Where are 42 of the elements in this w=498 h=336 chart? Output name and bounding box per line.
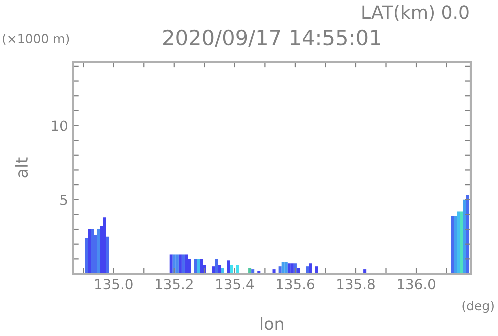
chart-title: 2020/09/17 14:55:01	[164, 30, 380, 48]
y-tick-label: 10	[52, 120, 68, 132]
y-axis-title: alt	[15, 158, 28, 178]
bar	[103, 218, 106, 274]
bar	[91, 230, 94, 274]
x-tick-label: 136.0	[398, 279, 436, 290]
bar	[282, 262, 285, 274]
bar	[194, 259, 198, 274]
bar	[172, 254, 176, 274]
bar	[215, 259, 218, 274]
text: (×1000 m)	[3, 34, 70, 46]
bar	[97, 230, 100, 274]
bar	[309, 264, 312, 274]
bar	[290, 264, 294, 274]
bar	[460, 212, 464, 274]
bar	[178, 254, 182, 274]
bar	[88, 230, 92, 274]
bar	[170, 254, 173, 274]
bar	[451, 216, 454, 274]
x-tick-label: 135.8	[338, 279, 375, 290]
bar	[288, 264, 291, 274]
bar	[182, 254, 185, 274]
bar	[184, 254, 188, 274]
bar	[466, 195, 470, 274]
x-tick-label: 135.2	[156, 279, 193, 290]
bar	[454, 216, 458, 274]
text: (deg)	[462, 300, 494, 314]
x-tick-label: 135.0	[96, 279, 133, 290]
text: LAT(km) 0.0	[362, 5, 469, 22]
bar	[197, 259, 200, 274]
y-tick-label: 5	[60, 195, 68, 206]
bar	[284, 262, 288, 274]
x-tick-label: 135.6	[277, 279, 314, 290]
bar	[457, 212, 460, 274]
x-axis-title: lon	[261, 317, 284, 330]
bar	[176, 254, 179, 274]
bar	[463, 200, 466, 274]
bar	[85, 238, 88, 274]
bar	[200, 259, 204, 274]
x-tick-label: 135.4	[216, 279, 254, 290]
bar	[227, 260, 230, 274]
bar	[106, 236, 110, 274]
